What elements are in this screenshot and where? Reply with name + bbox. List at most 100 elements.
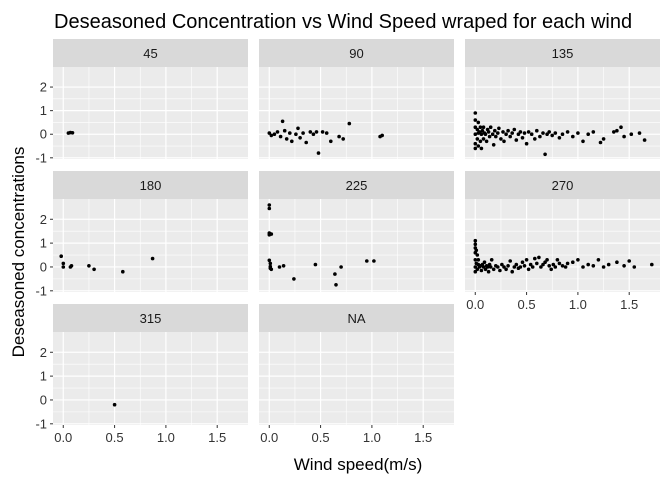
data-point [514,138,519,142]
data-point [489,258,494,262]
data-point [510,131,514,135]
data-point [622,264,626,268]
data-point [541,131,545,135]
data-point [522,264,527,268]
data-point [476,120,481,125]
data-point [294,132,298,136]
data-point [510,269,514,274]
data-point [277,265,282,269]
data-point [269,267,274,272]
data-point [496,131,500,135]
data-point [324,131,329,135]
data-point [528,262,533,267]
data-point [500,262,504,267]
facet-strip-label: 135 [552,46,574,61]
data-point [476,258,481,262]
chart-title: Deseasoned Concentration vs Wind Speed w… [54,11,632,33]
x-tick-label: 1.5 [208,430,226,445]
data-point [591,264,596,268]
data-point [372,259,376,263]
data-point [637,131,642,135]
y-tick-label: -1 [35,416,47,431]
data-point [268,261,273,266]
data-point [563,265,568,269]
data-point [586,262,590,267]
facet-panel: 225 [259,171,454,292]
data-point [473,111,478,115]
data-point [518,130,523,134]
data-point [520,260,525,265]
data-point [314,130,319,134]
data-point [473,258,478,262]
data-point [612,130,616,134]
data-point [496,265,500,269]
data-point [530,265,535,269]
data-point [571,260,575,265]
panel-background [53,199,248,292]
data-point [112,402,117,407]
data-point [313,262,318,267]
data-point [488,265,493,269]
x-tick-label: 0.5 [312,430,330,445]
x-tick-label: 0.0 [54,430,72,445]
data-point [486,269,491,274]
data-point [479,132,484,136]
panel-background [465,199,660,292]
y-axis-label: Deseasoned concentrations [9,147,28,358]
data-point [526,130,531,134]
data-point [499,137,503,141]
data-point [493,128,497,133]
panel-background [465,67,660,159]
data-point [502,139,506,144]
data-point [627,259,631,263]
data-point [490,132,495,136]
data-point [494,134,498,139]
data-point [601,137,606,141]
data-point [121,269,125,274]
data-point [311,132,316,136]
data-point [555,258,560,262]
data-point [551,262,556,267]
data-point [522,131,527,135]
data-point [61,265,66,269]
data-point [533,256,537,261]
data-point [334,283,338,287]
facet-panel: 270 0.0 0.5 1.0 1.5 [465,171,660,312]
data-point [473,118,478,122]
data-point [497,126,501,131]
data-point [535,261,539,266]
data-point [474,248,479,253]
data-point [504,267,508,272]
facet-panel: NA 0.0 0.5 1.0 1.5 [259,304,454,445]
data-point [484,139,489,144]
data-point [560,264,565,268]
data-point [365,259,369,263]
data-point [557,136,562,140]
data-point [512,265,517,269]
data-point [538,134,542,139]
data-point [473,269,478,274]
y-tick-label: 0 [40,392,47,407]
data-point [619,125,623,129]
data-point [565,261,570,266]
data-point [504,132,508,136]
y-tick-label: 0 [40,259,47,274]
facet-strip-label: 45 [143,46,157,61]
data-point [596,258,601,262]
data-point [341,137,346,141]
data-point [92,267,96,272]
data-point [535,128,539,133]
data-point [482,260,487,265]
data-point [565,130,570,134]
data-point [642,138,647,142]
facet-strip [53,171,248,199]
x-tick-label: 1.0 [363,430,381,445]
data-point [545,132,549,136]
data-point [333,272,337,276]
data-point [272,132,277,136]
facet-strip-label: NA [347,311,365,326]
data-point [320,130,325,134]
data-point [486,130,491,134]
data-point [550,133,554,138]
facet-strip [53,39,248,67]
